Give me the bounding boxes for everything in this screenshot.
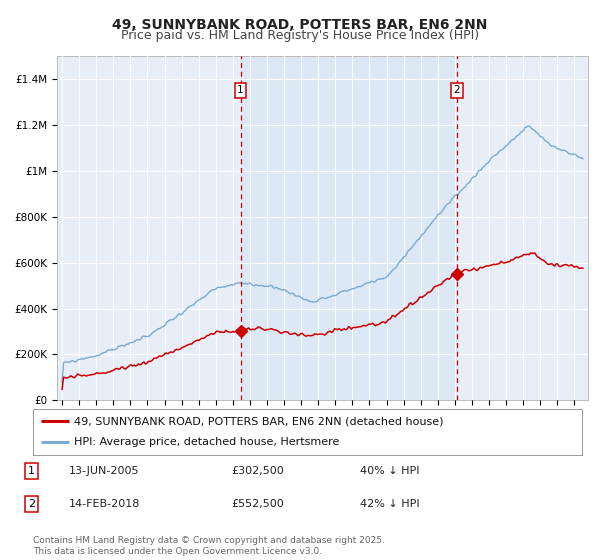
Text: 40% ↓ HPI: 40% ↓ HPI (360, 466, 419, 477)
Text: Contains HM Land Registry data © Crown copyright and database right 2025.
This d: Contains HM Land Registry data © Crown c… (33, 536, 385, 556)
Text: Price paid vs. HM Land Registry's House Price Index (HPI): Price paid vs. HM Land Registry's House … (121, 29, 479, 42)
Text: £302,500: £302,500 (231, 466, 284, 477)
Text: 42% ↓ HPI: 42% ↓ HPI (360, 499, 419, 508)
Text: 2: 2 (454, 86, 460, 95)
Text: 49, SUNNYBANK ROAD, POTTERS BAR, EN6 2NN (detached house): 49, SUNNYBANK ROAD, POTTERS BAR, EN6 2NN… (74, 416, 443, 426)
Text: 13-JUN-2005: 13-JUN-2005 (69, 466, 139, 477)
Text: HPI: Average price, detached house, Hertsmere: HPI: Average price, detached house, Hert… (74, 437, 340, 447)
Text: 2: 2 (28, 499, 35, 508)
Text: 1: 1 (28, 466, 35, 477)
Text: 14-FEB-2018: 14-FEB-2018 (69, 499, 140, 508)
Bar (241, 56, 457, 400)
Text: £552,500: £552,500 (231, 499, 284, 508)
Text: 1: 1 (237, 86, 244, 95)
Text: 49, SUNNYBANK ROAD, POTTERS BAR, EN6 2NN: 49, SUNNYBANK ROAD, POTTERS BAR, EN6 2NN (112, 18, 488, 32)
